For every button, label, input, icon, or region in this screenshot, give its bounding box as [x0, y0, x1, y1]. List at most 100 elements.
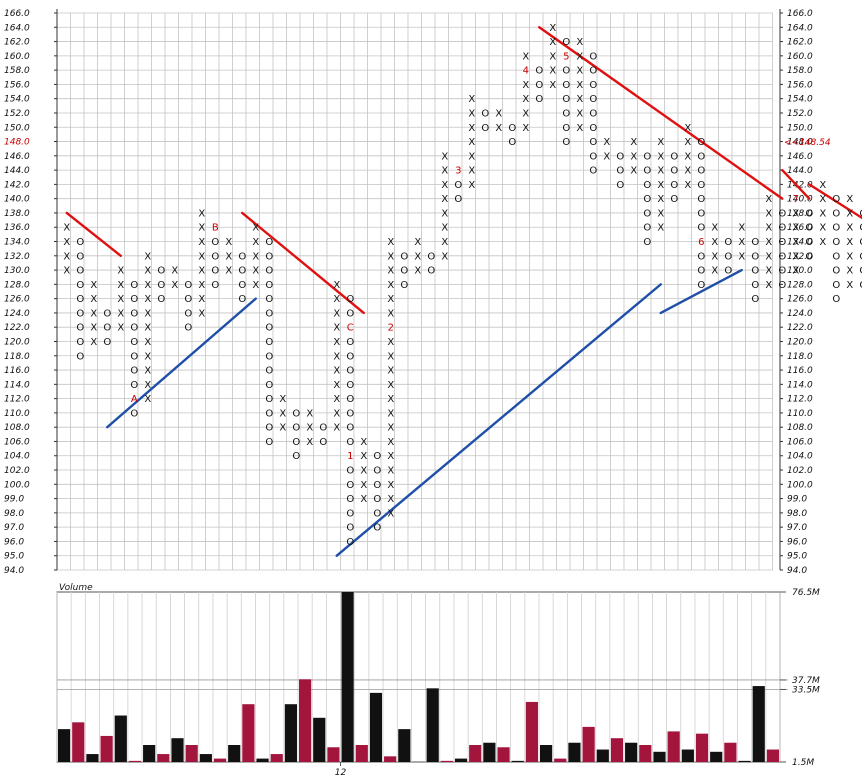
volume-axis-label: 1.5M: [792, 758, 814, 768]
pf-x-mark: X: [90, 308, 97, 319]
price-label-right: 132.0: [787, 252, 813, 262]
pf-x-mark: X: [90, 323, 97, 334]
pf-x-mark: X: [171, 266, 178, 277]
price-label-left: 148.0: [4, 138, 30, 148]
volume-bar: [128, 760, 142, 762]
price-label-left: 98.0: [4, 509, 24, 519]
pf-o-mark: O: [265, 380, 273, 391]
pf-x-mark: X: [846, 266, 853, 277]
pf-x-mark: X: [144, 280, 151, 291]
pf-count-label: A: [131, 394, 138, 405]
price-label-right: 104.0: [787, 452, 813, 462]
pf-o-mark: O: [103, 308, 111, 319]
pf-count-label: B: [212, 223, 219, 234]
trendline: [808, 183, 862, 220]
pf-x-mark: X: [360, 466, 367, 477]
pf-x-mark: X: [225, 251, 232, 262]
pf-count-label: 5: [563, 51, 569, 62]
pf-o-mark: O: [670, 151, 678, 162]
pf-o-mark: O: [373, 508, 381, 519]
pf-x-mark: X: [657, 166, 664, 177]
pf-x-mark: X: [549, 66, 556, 77]
pf-o-mark: O: [130, 408, 138, 419]
pf-o-mark: O: [130, 323, 138, 334]
pf-o-mark: O: [103, 337, 111, 348]
pf-o-mark: O: [643, 237, 651, 248]
pf-o-mark: O: [778, 266, 786, 277]
pf-x-mark: X: [441, 208, 448, 219]
pf-o-mark: O: [751, 251, 759, 262]
price-label-right: 158.0: [787, 66, 813, 76]
volume-bar: [639, 745, 652, 762]
volume-bar: [511, 760, 524, 762]
pf-x-mark: X: [387, 308, 394, 319]
pf-x-mark: X: [144, 337, 151, 348]
pf-o-mark: O: [832, 208, 840, 219]
price-label-left: 146.0: [4, 152, 30, 162]
pf-o-mark: O: [859, 208, 862, 219]
pf-o-mark: O: [697, 266, 705, 277]
pf-o-mark: O: [859, 251, 862, 262]
pf-x-mark: X: [387, 408, 394, 419]
pf-x-mark: X: [198, 251, 205, 262]
volume-bar: [256, 758, 269, 762]
pf-o-mark: O: [589, 137, 597, 148]
volume-bar: [398, 729, 411, 762]
pf-x-mark: X: [792, 208, 799, 219]
price-label-left: 154.0: [4, 95, 30, 105]
pf-o-mark: O: [751, 237, 759, 248]
pf-o-mark: O: [697, 208, 705, 219]
price-label-left: 156.0: [4, 80, 30, 90]
pf-x-mark: X: [684, 137, 691, 148]
volume-bar: [157, 754, 170, 762]
pf-o-mark: O: [76, 308, 84, 319]
pf-x-mark: X: [846, 223, 853, 234]
pf-o-mark: O: [211, 266, 219, 277]
pf-x-mark: X: [468, 94, 475, 105]
pf-x-mark: X: [252, 223, 259, 234]
pf-x-mark: X: [576, 37, 583, 48]
pf-x-mark: X: [306, 408, 313, 419]
pf-o-mark: O: [697, 223, 705, 234]
pf-o-mark: O: [373, 451, 381, 462]
pf-o-mark: O: [130, 294, 138, 305]
pf-o-mark: O: [535, 80, 543, 91]
pf-x-mark: X: [846, 208, 853, 219]
volume-bar: [610, 738, 624, 762]
volume-bar: [724, 742, 737, 762]
volume-bar: [625, 742, 638, 762]
pf-x-mark: X: [144, 380, 151, 391]
pf-o-mark: O: [265, 251, 273, 262]
price-label-left: 95.0: [4, 552, 24, 562]
pf-x-mark: X: [387, 251, 394, 262]
pf-x-mark: X: [117, 280, 124, 291]
pf-x-mark: X: [144, 323, 151, 334]
pf-o-mark: O: [562, 137, 570, 148]
pf-o-mark: O: [76, 294, 84, 305]
pf-x-mark: X: [441, 180, 448, 191]
pf-o-mark: O: [211, 237, 219, 248]
pf-x-mark: X: [360, 480, 367, 491]
volume-bar: [171, 738, 184, 762]
pf-x-mark: X: [90, 337, 97, 348]
price-label-left: 99.0: [4, 495, 24, 505]
pf-x-mark: X: [387, 280, 394, 291]
pf-o-mark: O: [697, 280, 705, 291]
pf-o-mark: O: [616, 151, 624, 162]
price-label-left: 138.0: [4, 209, 30, 219]
volume-bar: [143, 745, 156, 762]
volume-bar: [242, 704, 255, 762]
price-label-left: 128.0: [4, 280, 30, 290]
pf-x-mark: X: [792, 237, 799, 248]
price-label-right: 124.0: [787, 309, 813, 319]
pf-x-mark: X: [171, 280, 178, 291]
trendline: [241, 211, 365, 315]
price-label-right: 166.0: [787, 9, 813, 19]
pf-o-mark: O: [157, 266, 165, 277]
pf-o-mark: O: [697, 166, 705, 177]
pf-o-mark: O: [751, 266, 759, 277]
price-label-right: 97.0: [787, 523, 807, 533]
pf-o-mark: O: [589, 94, 597, 105]
pf-o-mark: O: [643, 208, 651, 219]
